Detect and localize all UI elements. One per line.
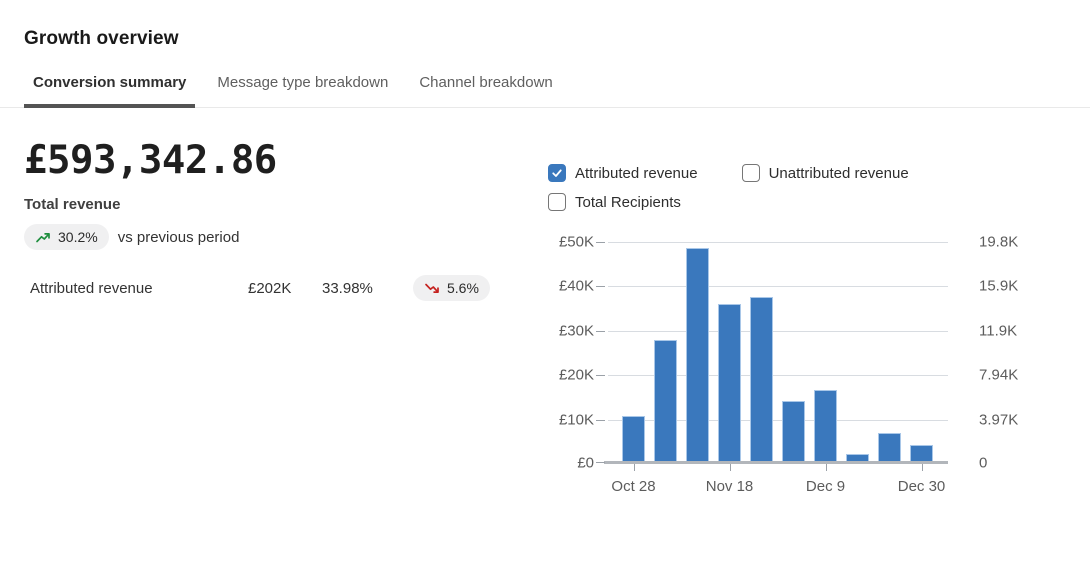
checkbox-unchecked[interactable] bbox=[548, 193, 566, 211]
gridline bbox=[608, 419, 948, 421]
y-axis-right-label: 0 bbox=[979, 454, 988, 472]
y-tick-mark bbox=[596, 330, 605, 332]
gridline bbox=[608, 375, 948, 377]
y-tick-mark bbox=[596, 462, 605, 463]
page-header: Growth overview bbox=[0, 0, 1090, 50]
trend-up-icon bbox=[36, 232, 50, 242]
checkbox-checked[interactable] bbox=[548, 164, 566, 182]
gridline bbox=[608, 286, 948, 288]
x-tick-mark bbox=[825, 464, 827, 471]
y-axis-left-label: £20K bbox=[558, 366, 594, 384]
x-axis-label: Dec 9 bbox=[805, 478, 846, 495]
legend-row: Attributed revenue Unattributed revenue bbox=[548, 164, 1090, 182]
bar-attributed-revenue[interactable] bbox=[910, 445, 933, 461]
checkbox-unchecked[interactable] bbox=[741, 164, 760, 182]
x-tick-mark bbox=[729, 464, 731, 471]
content: £593,342.86 Total revenue 30.2% vs previ… bbox=[0, 108, 1090, 496]
y-axis-right-label: 19.8K bbox=[979, 233, 1019, 251]
legend-label[interactable]: Unattributed revenue bbox=[768, 164, 909, 182]
change-value: 30.2% bbox=[58, 229, 98, 245]
tab-bar: Conversion summary Message type breakdown… bbox=[24, 66, 1066, 108]
tab-channel-breakdown[interactable]: Channel breakdown bbox=[419, 74, 553, 91]
x-axis-baseline bbox=[604, 461, 948, 464]
legend-label[interactable]: Attributed revenue bbox=[575, 164, 698, 182]
bar-attributed-revenue[interactable] bbox=[782, 401, 805, 461]
trend-down-icon bbox=[425, 283, 439, 293]
gridline bbox=[608, 242, 948, 243]
y-axis-right-label: 15.9K bbox=[979, 277, 1019, 295]
bar-attributed-revenue[interactable] bbox=[750, 297, 773, 461]
page-title: Growth overview bbox=[24, 28, 179, 49]
chart-panel: Attributed revenue Unattributed revenue To… bbox=[548, 108, 1090, 496]
change-context: vs previous period bbox=[117, 228, 240, 246]
metric-value: £202K bbox=[248, 279, 292, 297]
x-axis-label: Dec 30 bbox=[897, 478, 946, 495]
y-tick-mark bbox=[596, 286, 605, 288]
metric-share: 33.98% bbox=[322, 279, 373, 297]
y-axis-right-label: 11.9K bbox=[979, 322, 1018, 340]
y-axis-right: 0 3.97K 7.94K 11.9K 15.9K 19.8K bbox=[948, 234, 1058, 472]
y-axis-left-label: £0 bbox=[577, 454, 594, 472]
metric-change-value: 5.6% bbox=[447, 280, 479, 296]
y-axis-left-label: £30K bbox=[558, 322, 594, 340]
legend-item-attributed-revenue[interactable]: Attributed revenue bbox=[548, 164, 698, 182]
chart-plot: Oct 28 Nov 18 Dec 9 Dec 30 bbox=[596, 242, 948, 495]
y-axis-right-label: 7.94K bbox=[979, 366, 1019, 384]
total-revenue-label: Total revenue bbox=[24, 196, 121, 213]
y-axis-right-label: 3.97K bbox=[979, 411, 1019, 429]
bar-attributed-revenue[interactable] bbox=[622, 416, 645, 461]
tab-conversion-summary[interactable]: Conversion summary bbox=[24, 66, 196, 108]
y-axis-left-label: £10K bbox=[558, 411, 594, 429]
revenue-bar-chart: £0 £10K £20K £30K £40K £50K Oct 28 Nov 18 Dec 9… bbox=[548, 234, 1090, 496]
x-tick-mark bbox=[633, 464, 635, 471]
y-axis-left-label: £50K bbox=[558, 233, 594, 251]
bar-attributed-revenue[interactable] bbox=[878, 433, 901, 461]
metric-label: Attributed revenue bbox=[30, 279, 153, 297]
x-tick-mark bbox=[921, 464, 923, 471]
summary-panel: £593,342.86 Total revenue 30.2% vs previ… bbox=[24, 108, 548, 464]
bar-attributed-revenue[interactable] bbox=[654, 340, 677, 461]
bar-attributed-revenue[interactable] bbox=[686, 248, 709, 461]
checkmark-icon bbox=[552, 169, 562, 177]
x-axis-label: Oct 28 bbox=[611, 478, 656, 495]
legend-item-unattributed-revenue[interactable]: Unattributed revenue bbox=[741, 164, 909, 182]
y-axis-left-label: £40K bbox=[558, 277, 594, 295]
bar-attributed-revenue[interactable] bbox=[846, 454, 869, 461]
y-tick-mark bbox=[596, 419, 605, 421]
total-change-row: 30.2% vs previous period bbox=[24, 224, 548, 250]
bar-attributed-revenue[interactable] bbox=[814, 390, 837, 461]
x-axis-label: Nov 18 bbox=[705, 478, 754, 495]
y-tick-mark bbox=[596, 375, 605, 377]
gridline bbox=[608, 330, 948, 332]
legend-row: Total Recipients bbox=[548, 193, 1090, 211]
legend-item-total-recipients[interactable]: Total Recipients bbox=[548, 193, 681, 211]
metric-change-badge: 5.6% bbox=[413, 275, 490, 301]
change-badge: 30.2% bbox=[24, 224, 109, 250]
y-tick-mark bbox=[596, 242, 605, 243]
attributed-revenue-row: Attributed revenue £202K 33.98% 5.6% bbox=[24, 275, 548, 301]
tab-message-type-breakdown[interactable]: Message type breakdown bbox=[217, 74, 389, 91]
bar-attributed-revenue[interactable] bbox=[718, 304, 741, 461]
legend-label[interactable]: Total Recipients bbox=[575, 193, 681, 211]
tab-bar-wrap: Conversion summary Message type breakdown… bbox=[0, 66, 1090, 108]
chart-legend: Attributed revenue Unattributed revenue To… bbox=[548, 164, 1090, 211]
total-revenue-value: £593,342.86 bbox=[24, 138, 277, 183]
y-axis-left: £0 £10K £20K £30K £40K £50K bbox=[548, 234, 608, 472]
